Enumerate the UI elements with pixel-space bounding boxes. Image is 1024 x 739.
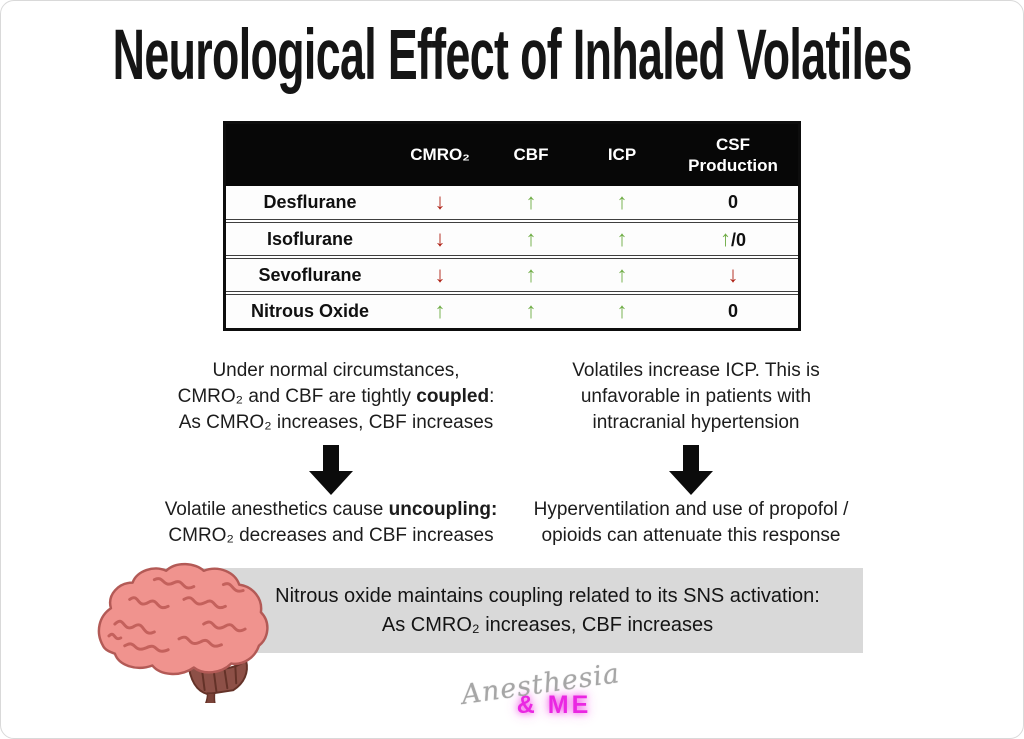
value-cell: ↑ (486, 191, 576, 214)
value-cell: ↑ (576, 191, 668, 214)
table-header-row: CMRO₂ CBF ICP CSF Production (226, 124, 798, 186)
up-arrow-icon: ↑ (616, 189, 628, 214)
value-cell: 0 (668, 192, 798, 213)
down-arrow-icon: ↓ (434, 261, 446, 287)
volatiles-effect-table: CMRO₂ CBF ICP CSF Production Desflurane ↓ ↑ ↑ 0 I… (223, 121, 801, 331)
drug-name-cell: Sevoflurane (258, 264, 362, 285)
up-arrow-icon: ↑ (434, 298, 446, 323)
value-text: 0 (727, 192, 738, 212)
value-cell: ↑ (576, 261, 668, 287)
up-arrow-icon: ↑ (525, 261, 537, 287)
table-row: Sevoflurane ↓ ↑ ↑ ↓ (226, 258, 798, 292)
header-cell: CMRO₂ (410, 145, 470, 165)
value-cell: ↓ (394, 261, 486, 287)
drug-name-cell: Nitrous Oxide (250, 301, 370, 321)
page-title-wrap: Neurological Effect of Inhaled Volatiles (1, 15, 1023, 96)
up-arrow-icon: ↑ (525, 225, 537, 251)
down-block-arrow-icon (669, 445, 713, 495)
value-cell: ↑ (576, 225, 668, 251)
page-title: Neurological Effect of Inhaled Volatiles (112, 16, 912, 95)
drug-name-cell: Isoflurane (266, 228, 354, 249)
brain-illustration (85, 555, 273, 703)
note-coupling: Under normal circumstances, CMRO₂ and CBF… (177, 360, 495, 433)
banner-text: Nitrous oxide maintains coupling related… (275, 584, 820, 636)
table-row: Desflurane ↓ ↑ ↑ 0 (226, 186, 798, 220)
table-body: Desflurane ↓ ↑ ↑ 0 Isoflurane ↓ ↑ ↑ ↑/0 Sevofluran… (226, 186, 798, 328)
value-text: 0 (736, 229, 747, 250)
header-cell: ICP (607, 145, 637, 165)
table-row: Isoflurane ↓ ↑ ↑ ↑/0 (226, 222, 798, 256)
value-cell: ↓ (668, 261, 798, 287)
up-arrow-icon: ↑ (616, 261, 628, 287)
up-arrow-icon: ↑ (719, 225, 731, 251)
logo-accent-text: & ME (516, 691, 592, 719)
note-attenuation: Hyperventilation and use of propofol / op… (533, 499, 849, 546)
value-cell: ↑ (576, 300, 668, 323)
note-icp: Volatiles increase ICP. This is unfavorab… (572, 360, 820, 433)
value-text: / (730, 229, 736, 250)
drug-name-cell: Desflurane (263, 192, 357, 212)
down-block-arrow-icon (309, 445, 353, 495)
anesthesia-and-me-logo: Anesthesia & ME (433, 658, 649, 720)
note-uncoupling: Volatile anesthetics cause uncoupling: CM… (164, 499, 498, 546)
header-cell: CBF (513, 145, 549, 165)
value-cell: ↑/0 (668, 225, 798, 251)
value-cell: ↑ (486, 261, 576, 287)
value-cell: ↑ (486, 225, 576, 251)
value-cell: ↑ (486, 300, 576, 323)
up-arrow-icon: ↑ (616, 225, 628, 251)
value-cell: ↓ (394, 191, 486, 214)
value-text: 0 (727, 301, 738, 321)
down-arrow-icon: ↓ (434, 225, 446, 251)
table-row: Nitrous Oxide ↑ ↑ ↑ 0 (226, 294, 798, 328)
nitrous-oxide-banner: Nitrous oxide maintains coupling related… (161, 568, 863, 653)
value-cell: ↓ (394, 225, 486, 251)
value-cell: ↑ (394, 300, 486, 323)
value-cell: 0 (668, 301, 798, 322)
header-cell-blank (226, 149, 394, 161)
down-arrow-icon: ↓ (434, 189, 446, 214)
down-arrow-icon: ↓ (727, 261, 739, 287)
up-arrow-icon: ↑ (525, 298, 537, 323)
header-cell: CSF Production (688, 134, 778, 175)
up-arrow-icon: ↑ (616, 298, 628, 323)
up-arrow-icon: ↑ (525, 189, 537, 214)
